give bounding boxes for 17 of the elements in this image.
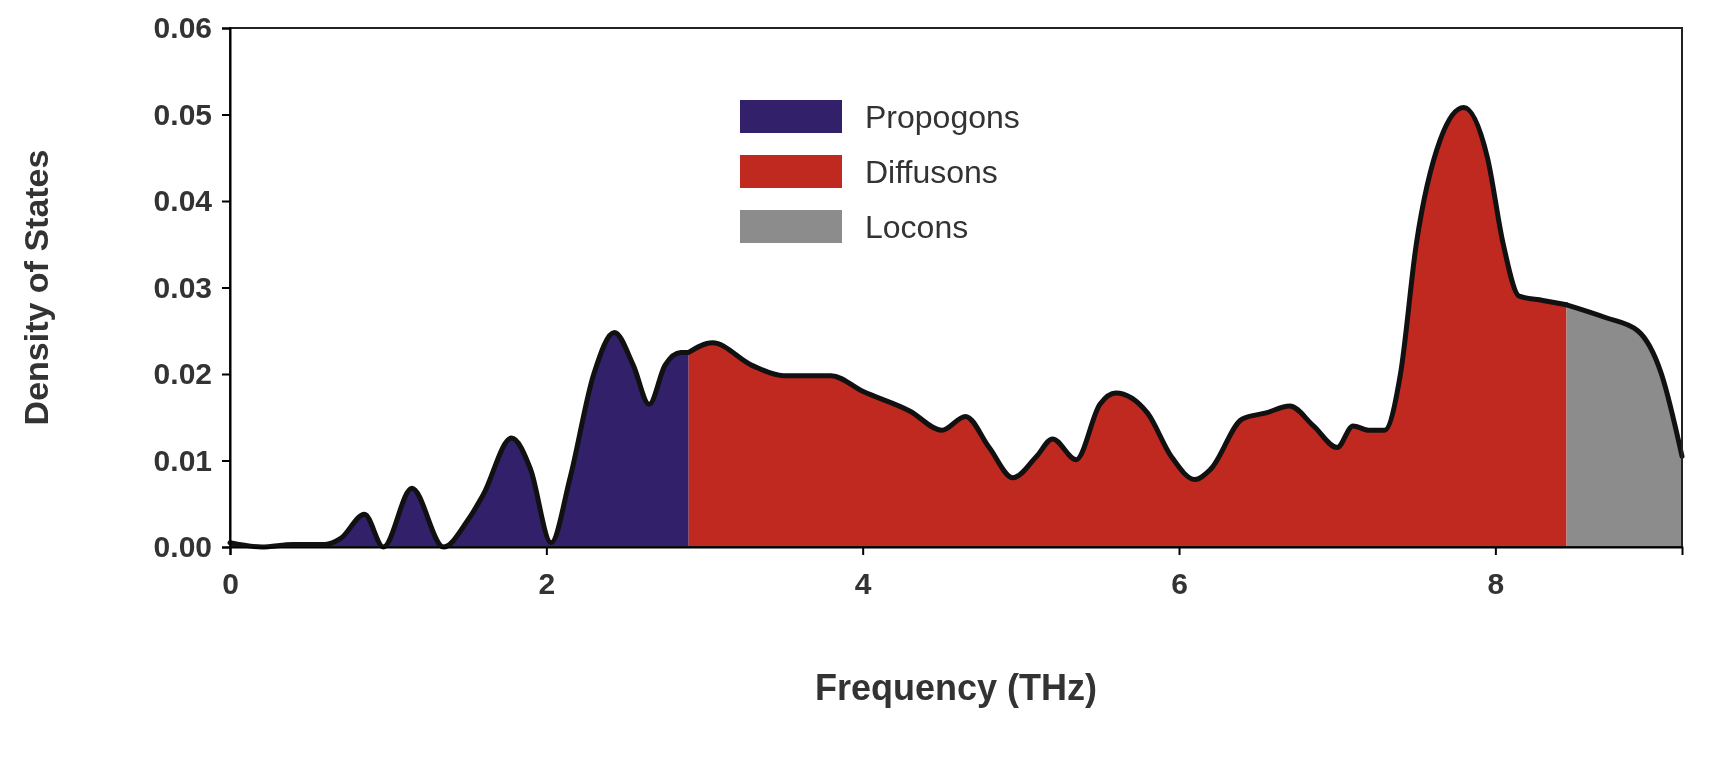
legend-label: Propogons: [865, 99, 1020, 135]
x-tick-label: 2: [538, 567, 556, 601]
y-tick-label: 0.00: [153, 530, 212, 564]
legend-label: Locons: [865, 209, 969, 245]
y-tick-label: 0.05: [153, 97, 212, 131]
x-tick-label: 6: [1171, 567, 1188, 601]
x-tick-label: 4: [854, 567, 872, 601]
y-tick-label: 0.03: [153, 270, 212, 304]
y-tick-label: 0.02: [153, 357, 212, 391]
legend-label: Diffusons: [865, 154, 998, 190]
x-tick-label: 8: [1487, 567, 1505, 601]
y-tick-label: 0.01: [153, 443, 212, 477]
x-axis-title: Frequency (THz): [814, 667, 1098, 708]
x-tick-label: 0: [222, 567, 239, 601]
y-tick-label: 0.06: [153, 11, 212, 45]
y-axis-title: Density of States: [17, 149, 55, 426]
y-tick-label: 0.04: [153, 184, 213, 218]
